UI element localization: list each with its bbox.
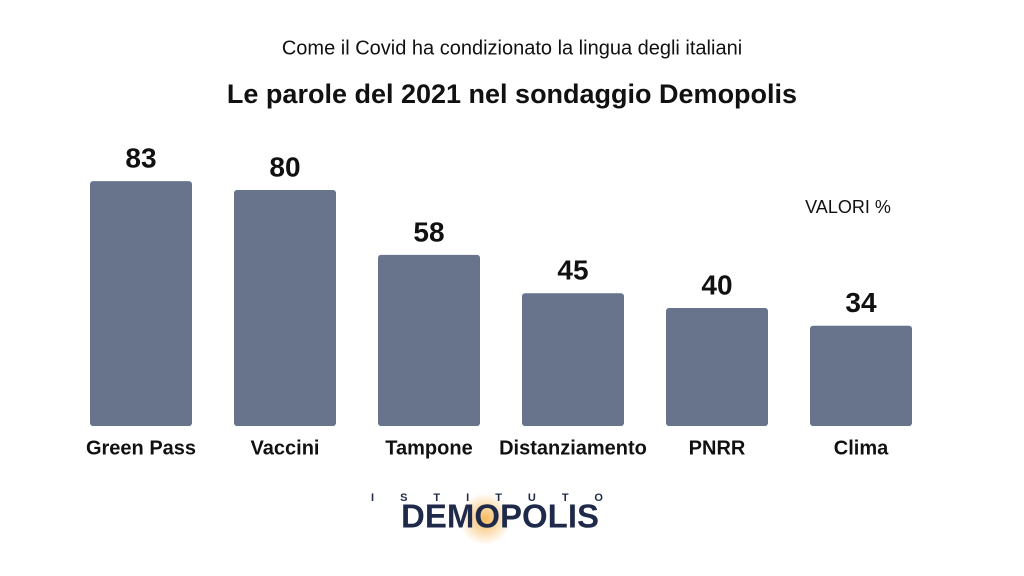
x-tick-label: PNRR bbox=[689, 437, 746, 459]
value-label: 58 bbox=[413, 216, 444, 247]
logo-glow bbox=[459, 493, 511, 545]
logo-top: ISTITUTO bbox=[371, 492, 629, 504]
bar bbox=[522, 293, 624, 426]
value-label: 80 bbox=[269, 151, 300, 182]
x-tick-label: Vaccini bbox=[251, 437, 320, 459]
chart-subtitle: Come il Covid ha condizionato la lingua … bbox=[282, 37, 742, 59]
x-tick-label: Tampone bbox=[385, 437, 472, 459]
x-tick-label: Distanziamento bbox=[499, 437, 647, 459]
bar bbox=[234, 190, 336, 426]
bar bbox=[810, 325, 912, 426]
bar bbox=[666, 308, 768, 426]
value-label: 83 bbox=[125, 143, 156, 174]
logo-name: DEMOPOLIS bbox=[401, 498, 599, 535]
bar bbox=[90, 181, 192, 426]
annotation: VALORI % bbox=[805, 197, 891, 217]
value-label: 34 bbox=[845, 287, 877, 318]
bar bbox=[378, 254, 480, 426]
value-label: 45 bbox=[557, 255, 588, 286]
chart-title: Le parole del 2021 nel sondaggio Demopol… bbox=[227, 79, 797, 109]
x-tick-label: Clima bbox=[834, 437, 889, 459]
x-tick-label: Green Pass bbox=[86, 437, 196, 459]
value-label: 40 bbox=[701, 269, 732, 300]
